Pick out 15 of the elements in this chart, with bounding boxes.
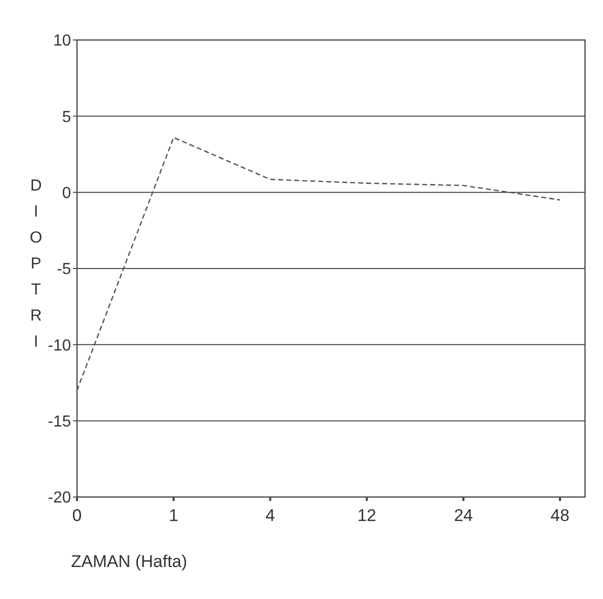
- x-tick-label: 4: [265, 506, 275, 525]
- x-tick-label: 24: [454, 506, 473, 525]
- y-axis-title: DIOPTRI: [30, 178, 42, 350]
- y-tick-label: -15: [48, 413, 72, 430]
- line-series: [76, 136, 561, 392]
- y-tick-label: -5: [56, 261, 72, 278]
- x-tick-label: 48: [550, 506, 570, 525]
- y-tick-label: 5: [62, 108, 72, 126]
- y-tick-label: 0: [62, 184, 72, 202]
- y-tick-label: -10: [48, 337, 72, 354]
- x-tick-label: 1: [168, 506, 178, 525]
- y-tick-label: 10: [53, 32, 72, 50]
- x-tick-label: 12: [357, 506, 376, 525]
- x-axis-title: ZAMAN (Hafta): [71, 552, 188, 571]
- y-tick-label: -20: [48, 490, 72, 507]
